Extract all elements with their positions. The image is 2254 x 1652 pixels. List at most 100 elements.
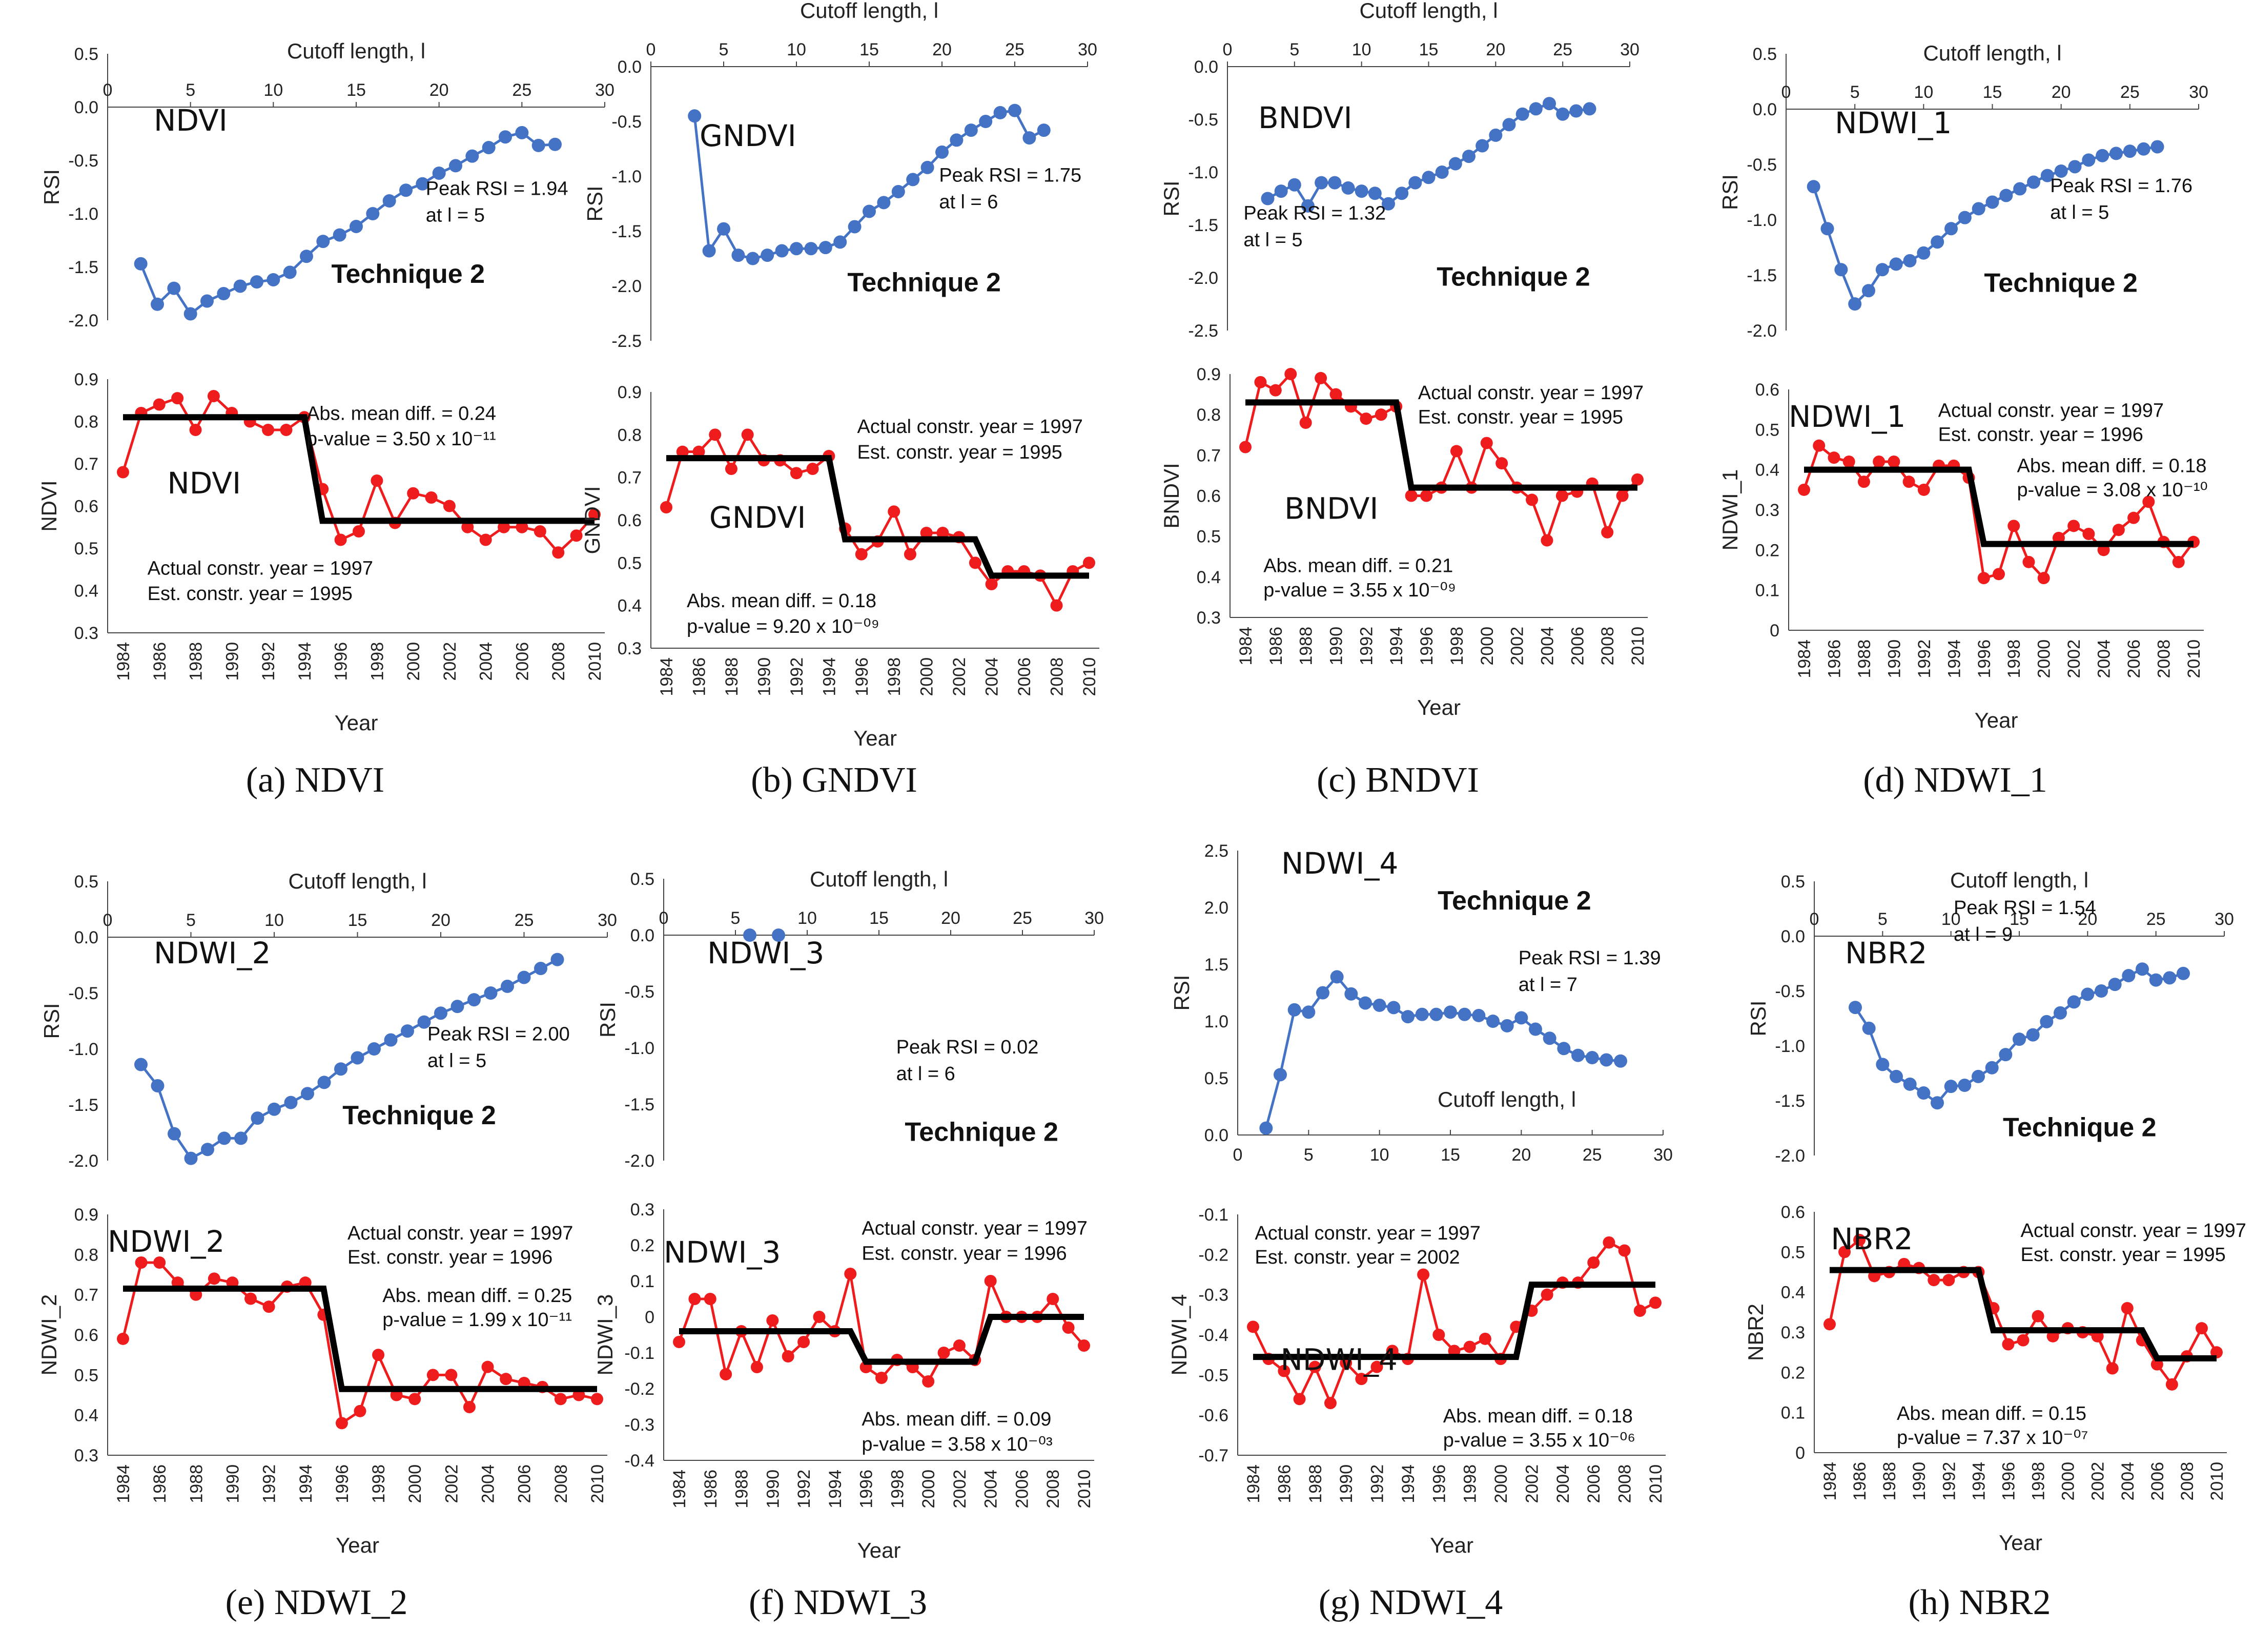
series-xtick-label: 1984 (1244, 1464, 1263, 1503)
rsi-index-label: NDWI_3 (707, 936, 824, 970)
series-xtick-label: 1990 (754, 657, 774, 696)
series-x-title: Year (1999, 1531, 2042, 1555)
series-point (481, 1360, 494, 1373)
caption-name: BNDVI (1365, 760, 1479, 800)
rsi-ytick-label: -1.0 (1775, 1037, 1805, 1056)
series-point (372, 1349, 385, 1361)
series-point (1541, 1288, 1553, 1301)
rsi-x-title: Cutoff length, l (1438, 1087, 1576, 1111)
rsi-point (2040, 1015, 2054, 1028)
rsi-ytick-label: 0.0 (1753, 100, 1777, 119)
caption-name: NDWI_2 (274, 1583, 407, 1622)
series-xtick-label: 2008 (2178, 1462, 2197, 1501)
series-ytick-label: 0.5 (618, 553, 642, 573)
fitted-step-line (1830, 1267, 2217, 1361)
series-point (984, 1275, 997, 1287)
rsi-point (184, 1151, 198, 1165)
series-chart-a: 0.9 0.8 0.7 0.6 0.5 0.4 0.3 1984 1986 1988 1990 199… (37, 370, 605, 735)
series-xtick-label: 1992 (259, 642, 278, 681)
series-ytick-label: 0.1 (1781, 1403, 1805, 1423)
rsi-ytick-label: 0.0 (1781, 927, 1805, 946)
series-ytick-label: -0.3 (1198, 1286, 1228, 1305)
series-xtick-label: 1996 (332, 642, 351, 681)
series-note: Est. constr. year = 1995 (1418, 407, 1623, 428)
series-ytick-label: 0.6 (1781, 1203, 1805, 1222)
rsi-point (1341, 181, 1355, 195)
series-point (766, 1314, 779, 1327)
series-point (2112, 524, 2125, 536)
series-y-title: NDWI_4 (1167, 1294, 1191, 1376)
rsi-point (416, 177, 429, 191)
rsi-xtick-label: 15 (2010, 910, 2029, 929)
rsi-xtick-label: 5 (186, 911, 196, 930)
rsi-ytick-label: -2.0 (68, 311, 98, 331)
series-xtick-label: 1998 (888, 1470, 907, 1509)
series-note: Est. constr. year = 1995 (2021, 1244, 2226, 1266)
rsi-ytick-label: -0.5 (624, 982, 654, 1002)
series-xtick-label: 1988 (1880, 1462, 1899, 1501)
rsi-point (1476, 139, 1489, 153)
series-xtick-label: 1984 (657, 657, 677, 696)
series-ytick-label: -0.5 (1198, 1366, 1228, 1385)
series-point (1857, 476, 1870, 488)
rsi-point (2109, 147, 2123, 160)
series-xtick-label: 1994 (1969, 1462, 1989, 1501)
rsi-chart-b: 0.0 -0.5 -1.0 -1.5 -2.0 -2.5 0 5 10 15 20 25 30 Cutof… (583, 0, 1097, 351)
series-xtick-label: 1992 (1915, 639, 1934, 678)
rsi-point (877, 196, 891, 210)
peak-at-text: at l = 5 (426, 205, 485, 226)
rsi-point (1395, 187, 1409, 200)
series-point (189, 424, 202, 436)
series-note: p-value = 3.08 x 10⁻¹⁰ (2017, 480, 2208, 501)
caption-letter: (g) (1319, 1583, 1369, 1622)
rsi-xtick-label: 25 (1013, 908, 1032, 928)
series-point (2032, 1310, 2044, 1323)
series-index-label: NDWI_2 (108, 1224, 224, 1259)
rsi-y-title: RSI (1159, 180, 1183, 216)
series-xtick-label: 1986 (1275, 1464, 1294, 1503)
series-point (135, 1256, 148, 1269)
rsi-point (2108, 978, 2122, 992)
series-point (1329, 388, 1342, 401)
rsi-ytick-label: -1.5 (611, 222, 642, 241)
rsi-point (1500, 1019, 1514, 1032)
series-xtick-label: 2004 (982, 657, 1002, 696)
rsi-ytick-label: 0.0 (74, 928, 98, 947)
rsi-point (515, 126, 529, 139)
series-point (262, 424, 275, 436)
rsi-ytick-label: -1.0 (624, 1039, 654, 1058)
series-point (1942, 1274, 1955, 1287)
rsi-xtick-label: 10 (1370, 1145, 1389, 1165)
rsi-xtick-label: 5 (186, 80, 195, 100)
caption-name: NDVI (295, 760, 384, 800)
series-point (1928, 1274, 1940, 1287)
series-ytick-label: -0.4 (1198, 1326, 1228, 1345)
fitted-step-line (123, 1285, 597, 1392)
series-xtick-label: 2008 (2155, 639, 2174, 678)
series-point (353, 525, 365, 538)
rsi-xtick-label: 0 (659, 908, 669, 928)
rsi-index-label: GNDVI (700, 118, 796, 153)
caption-letter: (f) (749, 1583, 793, 1622)
series-point (2082, 528, 2095, 540)
series-xtick-label: 2004 (2118, 1462, 2138, 1501)
rsi-point (1401, 1010, 1415, 1024)
rsi-point (151, 1079, 165, 1092)
series-point (920, 527, 933, 539)
series-y-title: NDWI_3 (593, 1294, 617, 1376)
series-point (2067, 520, 2080, 532)
series-point (704, 1293, 716, 1305)
series-xtick-label: 1990 (1884, 639, 1904, 678)
rsi-xtick-label: 15 (859, 40, 879, 59)
rsi-point (906, 173, 920, 187)
series-point (463, 1401, 476, 1413)
series-point (1315, 371, 1327, 384)
series-xtick-label: 1988 (1297, 627, 1316, 666)
series-xtick-label: 1988 (1306, 1464, 1325, 1503)
rsi-point (284, 1096, 298, 1109)
series-x-title: Year (853, 726, 897, 750)
rsi-xtick-label: 30 (598, 911, 617, 930)
series-note: Est. constr. year = 1996 (347, 1247, 552, 1268)
rsi-ytick-label: 0.5 (1753, 45, 1777, 64)
series-point (888, 505, 900, 518)
